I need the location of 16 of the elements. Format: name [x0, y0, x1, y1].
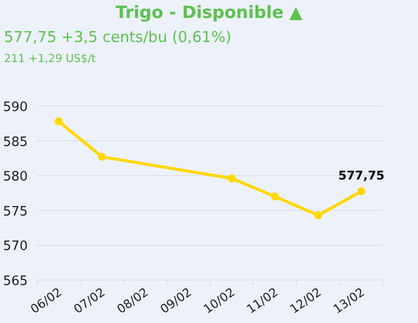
y-tick-label: 570 — [3, 239, 28, 254]
point — [270, 192, 279, 200]
point — [314, 211, 322, 220]
y-tick-label: 585 — [3, 134, 28, 150]
point — [54, 117, 63, 126]
data-label: 577,75 — [338, 168, 385, 182]
y-tick-label: 575 — [3, 204, 28, 220]
point — [228, 174, 236, 182]
point — [357, 187, 366, 196]
chart-title: Trigo - Disponible ▲ — [115, 3, 304, 23]
text: 211 +1,29 US$/t — [4, 52, 96, 65]
point — [98, 152, 106, 161]
y-tick-label: 580 — [3, 170, 28, 185]
chart-subtitle: 577,75 +3,5 cents/bu (0,61%) — [4, 28, 232, 46]
y-tick-label: 590 — [3, 100, 28, 115]
y-tick-label: 565 — [3, 274, 28, 289]
